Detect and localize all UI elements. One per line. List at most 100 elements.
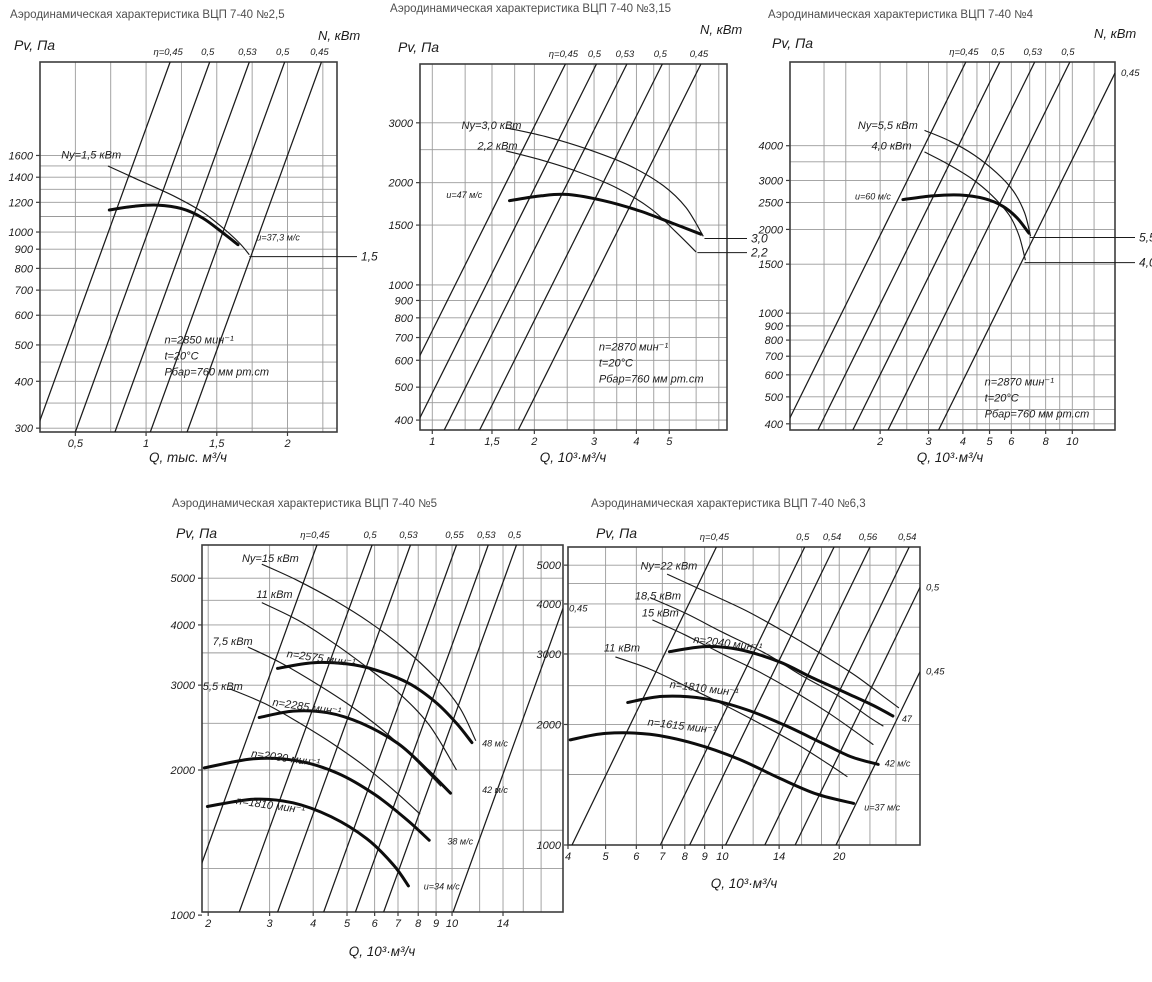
- x-tick-label: 5: [344, 918, 351, 930]
- y-tick-label: 5000: [171, 573, 196, 585]
- flow-axis-title: Q, 10³·м³/ч: [917, 450, 984, 465]
- x-tick-label: 2: [876, 436, 883, 448]
- x-tick-label: 7: [659, 851, 666, 863]
- power-curve-label: 2,2 кВт: [477, 141, 518, 153]
- y-tick-label: 4000: [171, 620, 196, 632]
- y-tick-label: 1000: [389, 280, 414, 292]
- pressure-curve: [901, 193, 1031, 235]
- y-tick-label: 2000: [536, 719, 562, 731]
- speed-label: n=2285 мин⁻¹: [272, 697, 343, 719]
- chart-panel-5: 4 5 6 7 8 9 10 14 20 1000 2000 3000 4000 5000 η=0,45 0,…: [536, 498, 946, 891]
- power-axis-title: N, кВт: [1094, 26, 1136, 41]
- efficiency-line: [887, 62, 1071, 430]
- conditions-text: Рбар=760 мм рт.ст: [164, 366, 269, 378]
- speed-label: n=2040 мин⁻¹: [693, 634, 764, 654]
- y-tick-label: 800: [15, 263, 34, 275]
- chart-panel-1: 0,5 1 1,5 2 300 400 500 600 700 800 900 1000 1200 140…: [9, 9, 378, 465]
- pressure-axis-title: Pv, Па: [14, 37, 55, 53]
- chart-panel-4: 2 3 4 5 6 7 8 9 10 14 1000 2000 3000 4000 5000 η=0,45 0,…: [170, 498, 589, 959]
- power-marker-label: 1,5: [361, 250, 378, 264]
- efficiency-label: 0,5: [201, 47, 215, 58]
- tip-speed-label: 42 м/с: [482, 785, 508, 795]
- pressure-curve: [202, 756, 431, 842]
- pressure-curve: [667, 645, 895, 718]
- pressure-curve: [276, 660, 474, 745]
- pressure-curve: [107, 203, 240, 247]
- efficiency-label: 0,56: [859, 532, 878, 543]
- pressure-axis-title: Pv, Па: [596, 525, 637, 541]
- efficiency-line: [571, 547, 717, 845]
- x-tick-label: 1,5: [484, 436, 500, 448]
- efficiency-line: [794, 587, 920, 845]
- conditions-text: n=2870 мин⁻¹: [985, 376, 1055, 388]
- power-curve: [615, 656, 848, 778]
- conditions-text: n=2850 мин⁻¹: [164, 334, 234, 346]
- efficiency-line: [938, 72, 1115, 430]
- pressure-axis-title: Pv, Па: [398, 39, 439, 55]
- efficiency-label: 0,5: [363, 530, 377, 541]
- efficiency-line: [817, 62, 1001, 430]
- x-tick-label: 4: [310, 918, 316, 930]
- efficiency-label: 0,5: [276, 47, 290, 58]
- plot-border: [567, 546, 921, 846]
- plot-border: [789, 61, 1116, 431]
- y-tick-label: 1000: [759, 308, 784, 320]
- x-tick-label: 14: [773, 851, 785, 863]
- y-tick-label: 1400: [9, 172, 34, 184]
- power-curve-label: 11 кВт: [604, 643, 640, 655]
- power-curve-label: 15 кВт: [642, 608, 679, 620]
- efficiency-line: [420, 64, 598, 420]
- efficiency-label: 0,53: [238, 47, 257, 58]
- y-tick-label: 2000: [170, 765, 196, 777]
- x-tick-label: 1,5: [209, 438, 225, 450]
- pressure-curve: [508, 192, 703, 236]
- tip-speed-label: u=34 м/с: [424, 882, 460, 892]
- plot-content: [420, 64, 704, 430]
- y-tick-label: 1000: [9, 227, 34, 239]
- tip-speed-label: 48 м/с: [482, 738, 508, 748]
- y-tick-label: 1000: [537, 840, 562, 852]
- efficiency-label: 0,45: [690, 49, 709, 60]
- plot-border: [201, 544, 564, 913]
- efficiency-label: 0,5: [796, 532, 810, 543]
- efficiency-label: 0,55: [445, 530, 464, 541]
- power-curve-label: 7,5 кВт: [213, 636, 253, 648]
- y-tick-label: 600: [15, 310, 34, 322]
- power-marker-label: 3,0: [751, 231, 768, 245]
- conditions-text: Рбар=760 мм рт.ст: [985, 408, 1090, 420]
- x-tick-label: 9: [433, 918, 439, 930]
- efficiency-line: [40, 62, 171, 423]
- power-axis-title: N, кВт: [318, 28, 360, 43]
- grid: [790, 62, 1115, 430]
- efficiency-label: 0,5: [588, 49, 602, 60]
- tip-speed-label: 47: [902, 714, 913, 724]
- grid: [420, 64, 727, 430]
- efficiency-line: [114, 62, 250, 432]
- x-tick-label: 5: [603, 851, 610, 863]
- chart-title: Аэродинамическая характеристика ВЦП 7-40…: [172, 498, 437, 510]
- flow-axis-title: Q, 10³·м³/ч: [349, 944, 416, 959]
- x-tick-label: 10: [446, 918, 459, 930]
- y-tick-label: 4000: [537, 599, 562, 611]
- efficiency-line: [323, 545, 458, 912]
- x-tick-label: 8: [1043, 436, 1050, 448]
- y-tick-label: 500: [765, 392, 784, 404]
- efficiency-line: [764, 547, 910, 845]
- plot-content: [202, 545, 563, 912]
- pressure-axis-title: Pv, Па: [176, 525, 217, 541]
- efficiency-line: [74, 62, 211, 432]
- y-tick-label: 3000: [537, 649, 562, 661]
- y-tick-label: 2500: [758, 197, 784, 209]
- y-tick-label: 1000: [171, 910, 196, 922]
- efficiency-line: [149, 62, 286, 432]
- conditions-text: t=20°C: [599, 358, 633, 370]
- power-curve: [666, 573, 900, 709]
- y-tick-label: 900: [765, 321, 784, 333]
- y-tick-label: 300: [15, 423, 34, 435]
- y-tick-label: 1500: [389, 220, 414, 232]
- efficiency-label: 0,45: [1121, 68, 1140, 79]
- flow-axis-title: Q, тыс. м³/ч: [149, 450, 227, 465]
- efficiency-label: 0,5: [991, 47, 1005, 58]
- power-curve-label: 4,0 кВт: [871, 140, 911, 152]
